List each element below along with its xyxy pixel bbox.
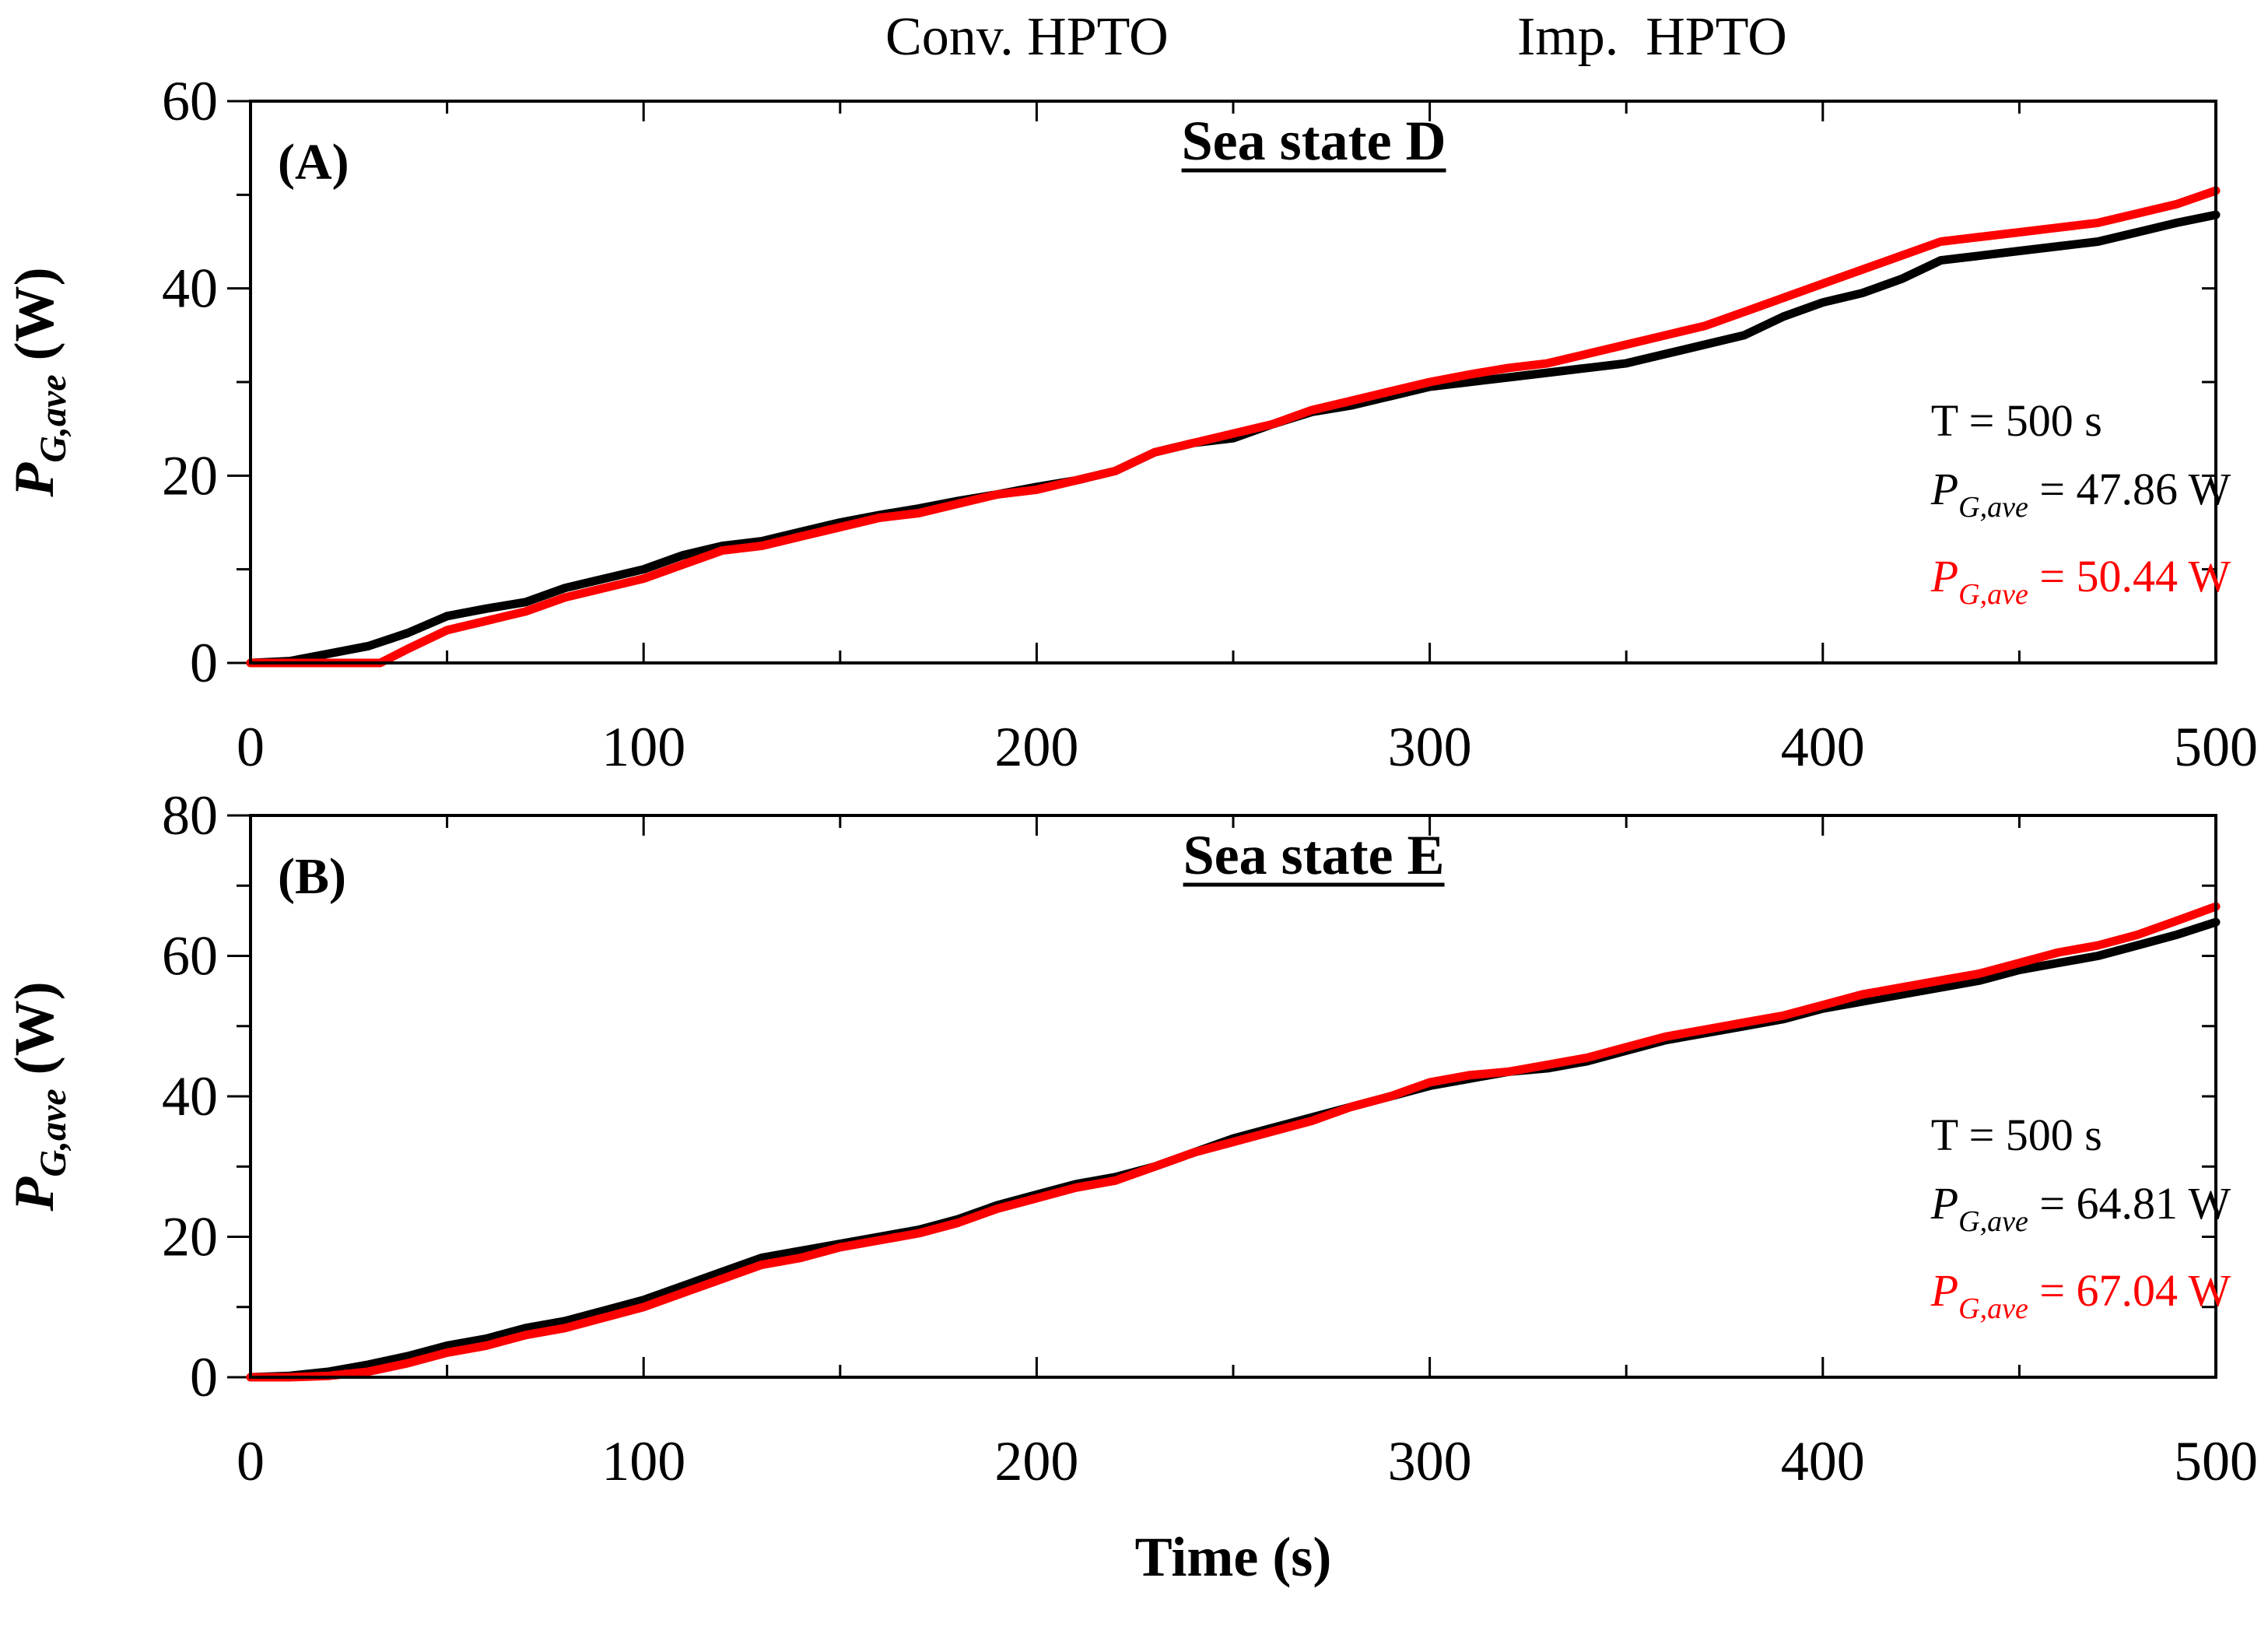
panel-a-label: (A) bbox=[278, 134, 349, 191]
panel-b-ylabel-sub: G,ave bbox=[33, 1089, 74, 1176]
panel-a-x-tick-label: 200 bbox=[994, 716, 1078, 778]
panel-b-imp-symbol: P bbox=[1930, 1265, 1958, 1316]
panel-b: 0 100 200 300 400 500 0 20 40 60 80 (B) Sea state … bbox=[3, 784, 2258, 1492]
panel-b-annotation: T = 500 s PG,ave = 64.81 W PG,ave = 67.0… bbox=[1930, 1110, 2231, 1325]
panel-b-ylabel-main: P bbox=[3, 1176, 65, 1212]
panel-a-y-tick-label: 20 bbox=[162, 444, 218, 507]
panel-a-y-axis-label: PG,ave (W) bbox=[3, 267, 74, 497]
panel-a-x-tick-label: 500 bbox=[2174, 716, 2258, 778]
panel-b-y-tick-label: 0 bbox=[190, 1346, 218, 1408]
legend-conv-label: Conv. HPTO bbox=[885, 7, 1169, 67]
panel-a-conv-value: = 47.86 W bbox=[2028, 464, 2231, 514]
panel-a-imp-line bbox=[246, 186, 2221, 668]
panel-b-conv-symbol: P bbox=[1930, 1178, 1958, 1229]
panel-b-imp-sub: G,ave bbox=[1958, 1292, 2028, 1325]
panel-b-conv-sub: G,ave bbox=[1958, 1205, 2028, 1238]
panel-b-label: (B) bbox=[278, 848, 346, 905]
panel-b-x-tick-label: 400 bbox=[1781, 1430, 1865, 1492]
panel-a-title: Sea state D bbox=[1182, 110, 1446, 172]
panel-b-y-tick-label: 20 bbox=[162, 1206, 218, 1268]
panel-a-annotation: T = 500 s PG,ave = 47.86 W PG,ave = 50.4… bbox=[1930, 395, 2231, 611]
panel-b-period: T = 500 s bbox=[1931, 1110, 2102, 1160]
panel-a-x-tick-label: 400 bbox=[1781, 716, 1865, 778]
panel-a-x-tick-label: 300 bbox=[1388, 716, 1472, 778]
panel-b-x-tick-label: 0 bbox=[237, 1430, 265, 1492]
panel-b-frame bbox=[249, 814, 2217, 1379]
panel-a-y-tick-label: 0 bbox=[190, 632, 218, 694]
panel-b-y-tick-label: 60 bbox=[162, 925, 218, 987]
panel-b-conv-average: PG,ave = 64.81 W bbox=[1930, 1178, 2231, 1238]
panel-b-ylabel-unit: (W) bbox=[3, 981, 65, 1089]
legend: Conv. HPTO Imp. HPTO bbox=[885, 7, 1787, 67]
panel-b-imp-average: PG,ave = 67.04 W bbox=[1930, 1265, 2231, 1325]
legend-imp-label: Imp. HPTO bbox=[1517, 7, 1787, 67]
panel-a-y-tick-label: 60 bbox=[162, 70, 218, 132]
panel-b-y-tick-label: 40 bbox=[162, 1065, 218, 1127]
panel-a-x-tick-label: 0 bbox=[237, 716, 265, 778]
panel-a-imp-average: PG,ave = 50.44 W bbox=[1930, 551, 2231, 611]
panel-a-ylabel-unit: (W) bbox=[3, 267, 65, 374]
panel-a-y-tick-label: 40 bbox=[162, 258, 218, 320]
panel-a-ylabel-main: P bbox=[3, 462, 65, 498]
panel-b-y-axis-label: PG,ave (W) bbox=[3, 981, 74, 1211]
panel-a-lines bbox=[246, 186, 2221, 668]
panel-b-ticks: 0 100 200 300 400 500 0 20 40 60 80 bbox=[162, 784, 2258, 1492]
panel-b-imp-line bbox=[246, 902, 2221, 1382]
panel-b-x-tick-label: 300 bbox=[1388, 1430, 1472, 1492]
panel-b-x-tick-label: 100 bbox=[601, 1430, 685, 1492]
panel-a-conv-sub: G,ave bbox=[1958, 491, 2028, 524]
panel-b-conv-line bbox=[246, 917, 2221, 1382]
panel-a-imp-sub: G,ave bbox=[1958, 578, 2028, 611]
panel-b-x-tick-label: 200 bbox=[994, 1430, 1078, 1492]
panel-a-x-tick-label: 100 bbox=[601, 716, 685, 778]
panel-b-lines bbox=[246, 902, 2221, 1382]
panel-b-title: Sea state E bbox=[1183, 824, 1445, 886]
panel-a-imp-value: = 50.44 W bbox=[2028, 551, 2231, 601]
panel-a-period: T = 500 s bbox=[1931, 395, 2102, 446]
panel-a-ticks: 0 100 200 300 400 500 0 20 40 60 bbox=[162, 70, 2258, 778]
panel-a-imp-symbol: P bbox=[1930, 551, 1958, 601]
panel-b-imp-value: = 67.04 W bbox=[2028, 1265, 2231, 1316]
x-axis-label: Time (s) bbox=[1135, 1526, 1332, 1588]
panel-a-frame bbox=[249, 100, 2217, 664]
panel-a-conv-line bbox=[246, 210, 2221, 668]
panel-b-conv-value: = 64.81 W bbox=[2028, 1178, 2231, 1229]
panel-a-conv-average: PG,ave = 47.86 W bbox=[1930, 464, 2231, 524]
panel-b-y-tick-label: 80 bbox=[162, 784, 218, 847]
panel-a-ylabel-sub: G,ave bbox=[33, 374, 74, 462]
panel-b-x-tick-label: 500 bbox=[2174, 1430, 2258, 1492]
panel-a-conv-symbol: P bbox=[1930, 464, 1958, 514]
